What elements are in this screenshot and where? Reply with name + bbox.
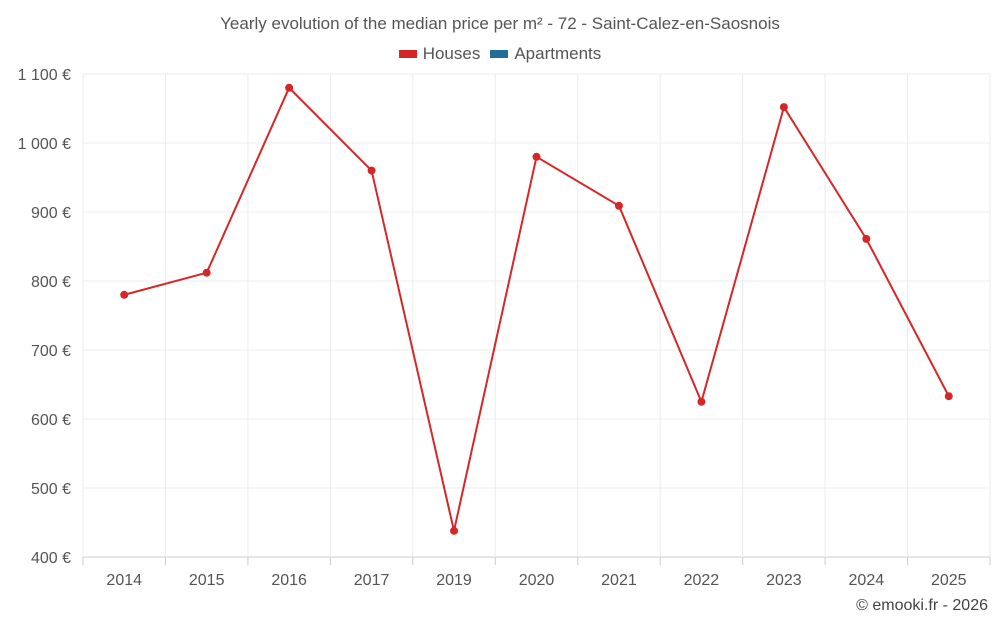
x-tick-label: 2022 [684, 572, 720, 589]
x-tick-label: 2015 [189, 572, 225, 589]
legend-swatch-apartments [490, 50, 509, 58]
x-tick-label: 2021 [601, 572, 637, 589]
x-tick-label: 2025 [931, 572, 967, 589]
y-tick-label: 800 € [31, 274, 71, 291]
legend-item-houses[interactable]: Houses [398, 44, 481, 64]
y-tick-label: 900 € [31, 205, 71, 222]
x-tick-label: 2017 [354, 572, 390, 589]
x-tick-label: 2016 [271, 572, 307, 589]
data-point-houses [614, 201, 623, 210]
legend-item-apartments[interactable]: Apartments [490, 44, 601, 64]
legend-swatch-houses [398, 50, 417, 58]
y-tick-label: 600 € [31, 412, 71, 429]
legend-label-houses: Houses [422, 44, 481, 63]
x-tick-label: 2024 [849, 572, 885, 589]
data-point-houses [779, 103, 788, 112]
x-tick-label: 2023 [766, 572, 802, 589]
data-point-houses [285, 83, 294, 92]
data-point-houses [367, 166, 376, 175]
data-point-houses [532, 152, 541, 161]
data-point-houses [450, 526, 459, 535]
data-point-houses [697, 397, 706, 406]
data-point-houses [202, 268, 211, 277]
y-tick-label: 700 € [31, 343, 71, 360]
x-tick-label: 2014 [106, 572, 142, 589]
legend: Houses Apartments [0, 44, 1000, 64]
data-point-houses [120, 290, 129, 299]
y-tick-label: 400 € [31, 550, 71, 567]
data-point-houses [862, 234, 871, 243]
y-tick-label: 1 000 € [18, 136, 71, 153]
y-tick-label: 1 100 € [18, 67, 71, 84]
chart-title: Yearly evolution of the median price per… [220, 14, 780, 33]
data-point-houses [944, 392, 953, 401]
y-tick-label: 500 € [31, 481, 71, 498]
legend-label-apartments: Apartments [514, 44, 602, 63]
x-tick-label: 2020 [519, 572, 555, 589]
credit-text: © emooki.fr - 2026 [856, 597, 988, 614]
x-tick-label: 2019 [436, 572, 472, 589]
